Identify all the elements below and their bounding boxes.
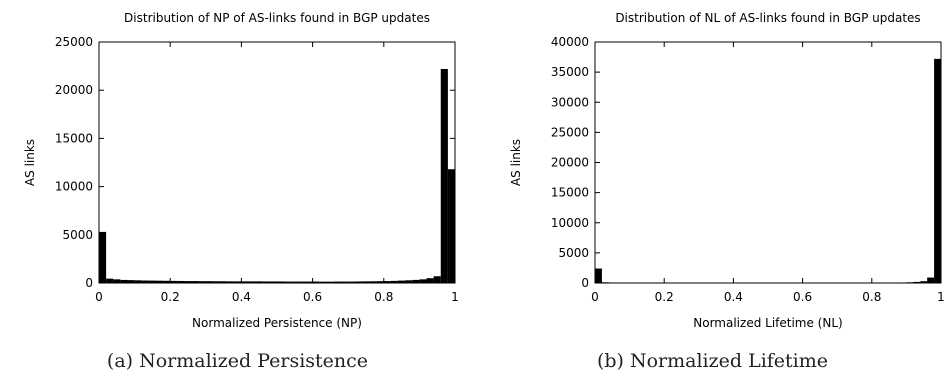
- np-histogram-chart: Distribution of NP of AS-links found in …: [23, 11, 459, 330]
- histogram-bar: [120, 279, 128, 283]
- histogram-bar: [319, 281, 327, 283]
- histogram-bar: [298, 281, 306, 283]
- y-axis-label: AS links: [23, 139, 37, 186]
- histogram-bar: [913, 281, 921, 283]
- y-axis-label: AS links: [509, 139, 523, 186]
- histogram-bar: [148, 280, 156, 283]
- histogram-bar: [184, 281, 192, 283]
- plot-frame: [594, 41, 942, 284]
- histogram-bar: [127, 280, 135, 283]
- y-tick-label: 10000: [55, 180, 93, 194]
- x-tick-label: 0.4: [232, 290, 251, 304]
- histogram-bar: [291, 281, 299, 283]
- caption-np: (a) Normalized Persistence: [106, 350, 369, 372]
- histogram-bar: [312, 281, 320, 283]
- histogram-bar: [255, 281, 263, 283]
- histogram-bar: [355, 281, 363, 283]
- histogram-bar: [212, 281, 221, 283]
- x-tick-label: 0.8: [862, 290, 881, 304]
- y-tick-label: 20000: [551, 156, 589, 170]
- histogram-bar: [595, 268, 602, 283]
- plot-frame: [98, 41, 456, 284]
- histogram-bar: [106, 278, 114, 283]
- histogram-bar: [920, 281, 928, 283]
- histogram-bar: [163, 280, 171, 283]
- histogram-bar: [198, 281, 206, 283]
- histogram-bar: [220, 281, 228, 283]
- y-tick-label: 40000: [551, 35, 589, 49]
- histogram-bar: [277, 281, 285, 283]
- histogram-bar: [433, 276, 441, 283]
- y-tick-label: 30000: [551, 95, 589, 109]
- chart-panel-np: Distribution of NP of AS-links found in …: [23, 11, 459, 372]
- caption-nl: (b) Normalized Lifetime: [596, 350, 829, 372]
- x-axis-label: Normalized Lifetime (NL): [693, 316, 842, 330]
- histogram-bar: [248, 281, 256, 283]
- histogram-bar: [326, 281, 334, 283]
- histogram-bar: [99, 231, 107, 283]
- histogram-bar: [369, 281, 377, 283]
- histogram-bar: [269, 281, 277, 283]
- y-tick-label: 25000: [551, 125, 589, 139]
- x-tick-label: 0.6: [793, 290, 812, 304]
- histogram-bar: [376, 281, 384, 283]
- chart-title: Distribution of NL of AS-links found in …: [615, 11, 920, 25]
- histogram-bar: [440, 68, 448, 283]
- histogram-bar: [412, 279, 420, 283]
- histogram-bar: [348, 281, 356, 283]
- x-tick-label: 0.6: [303, 290, 322, 304]
- histogram-bar: [362, 281, 370, 283]
- x-tick-label: 0.2: [161, 290, 180, 304]
- x-tick-label: 0.8: [374, 290, 393, 304]
- x-tick-label: 0: [95, 290, 103, 304]
- histogram-bar: [405, 280, 413, 283]
- x-tick-label: 1: [451, 290, 459, 304]
- histogram-bar: [305, 281, 313, 283]
- histogram-bar: [170, 280, 178, 283]
- histogram-bar: [141, 280, 149, 283]
- histogram-bar: [205, 281, 213, 283]
- y-tick-label: 5000: [62, 228, 93, 242]
- histogram-bar: [447, 169, 455, 283]
- y-tick-label: 15000: [55, 131, 93, 145]
- histogram-bar: [398, 280, 406, 283]
- histogram-bar: [155, 280, 164, 283]
- histogram-bar: [177, 280, 185, 283]
- x-tick-label: 1: [937, 290, 945, 304]
- histogram-bar: [426, 278, 434, 283]
- y-tick-label: 20000: [55, 83, 93, 97]
- histogram-bar: [234, 281, 242, 283]
- histogram-bar: [383, 281, 391, 283]
- x-tick-label: 0.4: [724, 290, 743, 304]
- histogram-bar: [333, 281, 342, 283]
- y-tick-label: 15000: [551, 186, 589, 200]
- histogram-bar: [191, 281, 199, 283]
- histogram-bar: [262, 281, 270, 283]
- x-tick-label: 0.2: [655, 290, 674, 304]
- chart-panel-nl: Distribution of NL of AS-links found in …: [475, 0, 950, 390]
- nl-histogram-chart: Distribution of NL of AS-links found in …: [509, 11, 945, 330]
- histogram-bar: [934, 58, 941, 284]
- histogram-bar: [927, 277, 935, 283]
- histogram-bar: [341, 281, 349, 283]
- y-tick-label: 35000: [551, 65, 589, 79]
- y-tick-label: 5000: [558, 246, 589, 260]
- y-tick-label: 10000: [551, 216, 589, 230]
- histogram-bar: [419, 279, 427, 283]
- chart-title: Distribution of NP of AS-links found in …: [124, 11, 430, 25]
- x-tick-label: 0: [591, 290, 599, 304]
- x-axis-label: Normalized Persistence (NP): [192, 316, 362, 330]
- histogram-bar: [390, 280, 399, 283]
- y-tick-label: 0: [581, 276, 589, 290]
- histogram-bar: [134, 280, 142, 283]
- y-tick-label: 25000: [55, 35, 93, 49]
- histogram-bar: [227, 281, 235, 283]
- histogram-bar: [284, 281, 292, 283]
- histogram-bar: [241, 281, 249, 283]
- y-tick-label: 0: [85, 276, 93, 290]
- histogram-bar: [113, 279, 121, 283]
